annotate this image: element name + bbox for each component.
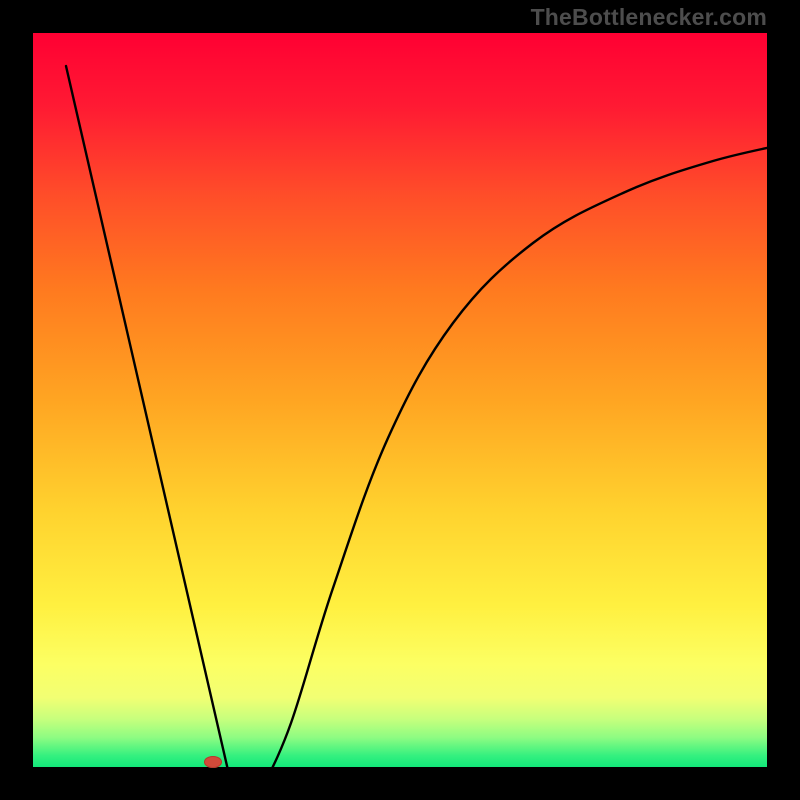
plot-area (33, 33, 767, 767)
optimum-marker (204, 756, 222, 768)
chart-frame: TheBottlenecker.com (0, 0, 800, 800)
watermark-text: TheBottlenecker.com (531, 4, 767, 31)
